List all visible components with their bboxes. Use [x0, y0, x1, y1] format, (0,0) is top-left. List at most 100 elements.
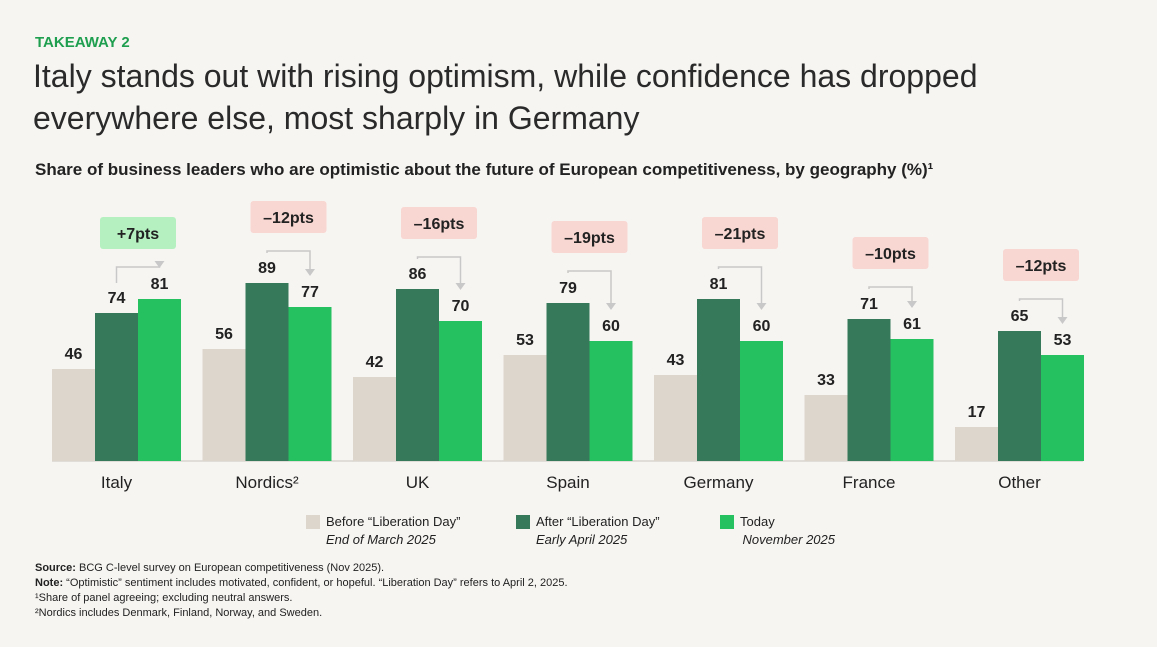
chart-title: everywhere else, most sharply in Germany: [33, 100, 639, 136]
change-arrow: [907, 301, 917, 308]
value-label: 56: [215, 326, 233, 343]
bar: [847, 319, 891, 461]
bar: [804, 395, 848, 461]
legend-swatch: [516, 515, 530, 529]
bar: [288, 307, 332, 461]
change-label: –12pts: [1016, 258, 1067, 275]
bar: [697, 299, 740, 461]
legend-label: Today: [740, 514, 775, 529]
legend-swatch: [306, 515, 320, 529]
footnote: ²Nordics includes Denmark, Finland, Norw…: [35, 607, 322, 619]
footnote: Source: BCG C-level survey on European c…: [35, 562, 384, 574]
value-label: 74: [108, 290, 126, 307]
value-label: 77: [301, 284, 319, 301]
legend-period: November 2025: [743, 532, 836, 547]
footnote-text: BCG C-level survey on European competiti…: [76, 562, 384, 574]
x-tick-label: Italy: [101, 473, 133, 492]
value-label: 81: [710, 276, 728, 293]
change-label: –16pts: [414, 216, 465, 233]
x-tick-label: France: [843, 473, 896, 492]
legend-period: Early April 2025: [536, 532, 628, 547]
change-arrow: [756, 303, 767, 310]
x-tick-label: Spain: [546, 473, 589, 492]
value-label: 53: [516, 332, 534, 349]
change-arrow: [154, 261, 165, 268]
change-box: [551, 221, 628, 253]
change-box: [401, 207, 477, 239]
change-arrow: [1057, 317, 1068, 324]
x-tick-label: UK: [406, 473, 430, 492]
value-label: 71: [860, 296, 878, 313]
kicker: TAKEAWAY 2: [35, 34, 130, 51]
change-box: [852, 237, 929, 269]
change-label: –10pts: [865, 246, 916, 263]
value-label: 65: [1011, 308, 1029, 325]
value-label: 89: [258, 260, 276, 277]
value-label: 46: [65, 346, 83, 363]
value-label: 33: [817, 372, 835, 389]
footnote-label: Note:: [35, 577, 63, 589]
value-label: 70: [452, 298, 470, 315]
change-arrow: [455, 283, 466, 290]
value-label: 53: [1054, 332, 1072, 349]
value-label: 42: [366, 354, 384, 371]
bar: [353, 377, 396, 461]
change-bracket: [868, 286, 913, 305]
bar: [52, 369, 95, 461]
bar: [1041, 355, 1084, 461]
change-label: –12pts: [263, 210, 314, 227]
change-box: [1003, 249, 1079, 281]
change-bracket: [717, 266, 763, 307]
change-bracket: [266, 250, 311, 273]
value-label: 60: [753, 318, 771, 335]
bar: [890, 339, 934, 461]
change-box: [250, 201, 327, 233]
bar: [955, 427, 998, 461]
footnote: Note: “Optimistic” sentiment includes mo…: [35, 577, 568, 589]
bar: [396, 289, 439, 461]
bar: [439, 321, 482, 461]
value-label: 79: [559, 280, 577, 297]
x-tick-label: Nordics²: [235, 473, 299, 492]
x-tick-label: Other: [998, 473, 1041, 492]
value-label: 61: [903, 316, 921, 333]
change-label: –19pts: [564, 230, 615, 247]
bar: [202, 349, 246, 461]
change-arrow: [606, 303, 616, 310]
legend-label: Before “Liberation Day”: [326, 514, 460, 529]
change-box: [100, 217, 176, 249]
chart-title: Italy stands out with rising optimism, w…: [33, 58, 977, 94]
bar: [654, 375, 697, 461]
value-label: 81: [151, 276, 169, 293]
value-label: 17: [968, 404, 986, 421]
bar: [503, 355, 547, 461]
value-label: 60: [602, 318, 620, 335]
footnote-label: Source:: [35, 562, 76, 574]
change-label: +7pts: [117, 226, 159, 243]
chart-subtitle: Share of business leaders who are optimi…: [35, 160, 934, 179]
legend-swatch: [720, 515, 734, 529]
change-bracket: [567, 270, 612, 307]
bar: [740, 341, 783, 461]
value-label: 86: [409, 266, 427, 283]
change-bracket: [1018, 298, 1064, 321]
footnote-text: ¹Share of panel agreeing; excluding neut…: [35, 592, 292, 604]
change-bracket: [416, 256, 462, 287]
bar: [546, 303, 590, 461]
change-label: –21pts: [715, 226, 766, 243]
x-tick-label: Germany: [684, 473, 754, 492]
footnote-text: ²Nordics includes Denmark, Finland, Norw…: [35, 607, 322, 619]
value-label: 43: [667, 352, 685, 369]
change-box: [702, 217, 778, 249]
bar: [138, 299, 181, 461]
footnote: ¹Share of panel agreeing; excluding neut…: [35, 592, 292, 604]
legend-label: After “Liberation Day”: [536, 514, 660, 529]
change-arrow: [305, 269, 315, 276]
bar: [95, 313, 138, 461]
bar: [245, 283, 289, 461]
legend-period: End of March 2025: [326, 532, 437, 547]
bar: [589, 341, 633, 461]
bar: [998, 331, 1041, 461]
footnote-text: “Optimistic” sentiment includes motivate…: [63, 577, 567, 589]
